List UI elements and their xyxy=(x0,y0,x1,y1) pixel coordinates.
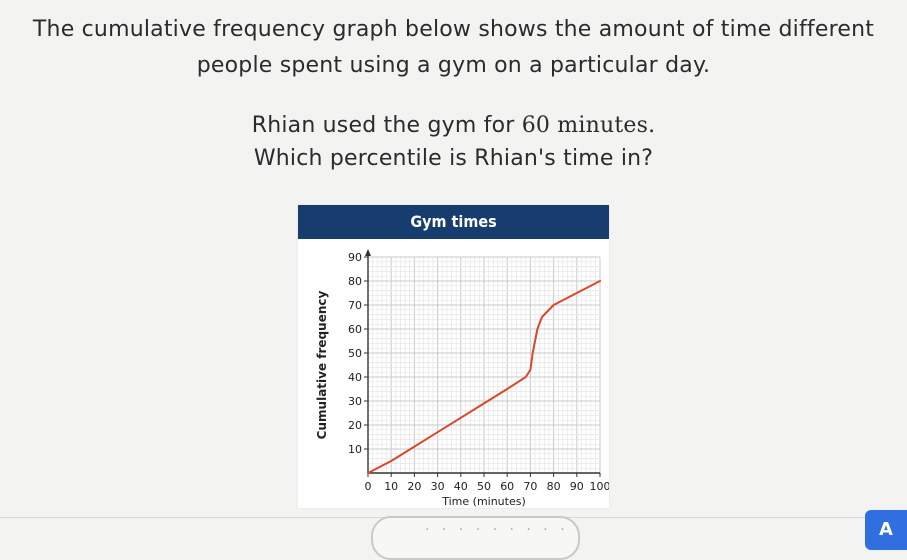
question-minutes: 60 minutes. xyxy=(521,113,656,138)
y-tick-label: 20 xyxy=(348,419,362,432)
x-tick-label: 60 xyxy=(500,480,514,493)
x-tick-label: 70 xyxy=(523,480,537,493)
chart-title: Gym times xyxy=(298,205,609,239)
x-tick-label: 80 xyxy=(547,480,561,493)
x-tick-label: 50 xyxy=(477,480,491,493)
x-tick-label: 0 xyxy=(365,480,372,493)
y-tick-label: 60 xyxy=(348,323,362,336)
x-tick-label: 30 xyxy=(431,480,445,493)
chart-svg: 0 10 20 30 40 50 60 70 80 90 100 10 20 30 40 50 60 70 80 90… xyxy=(315,249,610,508)
x-tick-label: 10 xyxy=(384,480,398,493)
chart-card: 0 10 20 30 40 50 60 70 80 90 100 10 20 30 40 50 60 70 80 90… xyxy=(298,205,609,508)
x-tick-label: 100 xyxy=(590,480,610,493)
cumulative-frequency-curve xyxy=(367,280,601,474)
y-tick-label: 50 xyxy=(348,347,362,360)
x-axis-label: Time (minutes) xyxy=(441,495,526,508)
question-line-1: The cumulative frequency graph below sho… xyxy=(32,17,875,42)
y-tick-label: 10 xyxy=(348,443,362,456)
y-axis-label: Cumulative frequency xyxy=(315,291,329,440)
y-tick-label: 70 xyxy=(348,299,362,312)
y-tick-label: 80 xyxy=(348,275,362,288)
y-tick-label: 40 xyxy=(348,371,362,384)
y-axis-arrow xyxy=(365,249,371,256)
question-line-2: people spent using a gym on a particular… xyxy=(196,53,711,78)
x-tick-label: 90 xyxy=(570,480,584,493)
side-button[interactable]: A xyxy=(865,510,907,550)
y-tick-label: 90 xyxy=(348,251,362,264)
y-tick-label: 30 xyxy=(348,395,362,408)
question-line-3: Rhian used the gym for 60 minutes. xyxy=(0,112,907,140)
x-tick-label: 20 xyxy=(407,480,421,493)
question-line-4: Which percentile is Rhian's time in? xyxy=(253,146,654,171)
answer-placeholder: · · · · · · · · · xyxy=(425,522,569,538)
question-line-3-prefix: Rhian used the gym for xyxy=(251,113,522,138)
x-tick-label: 40 xyxy=(454,480,468,493)
